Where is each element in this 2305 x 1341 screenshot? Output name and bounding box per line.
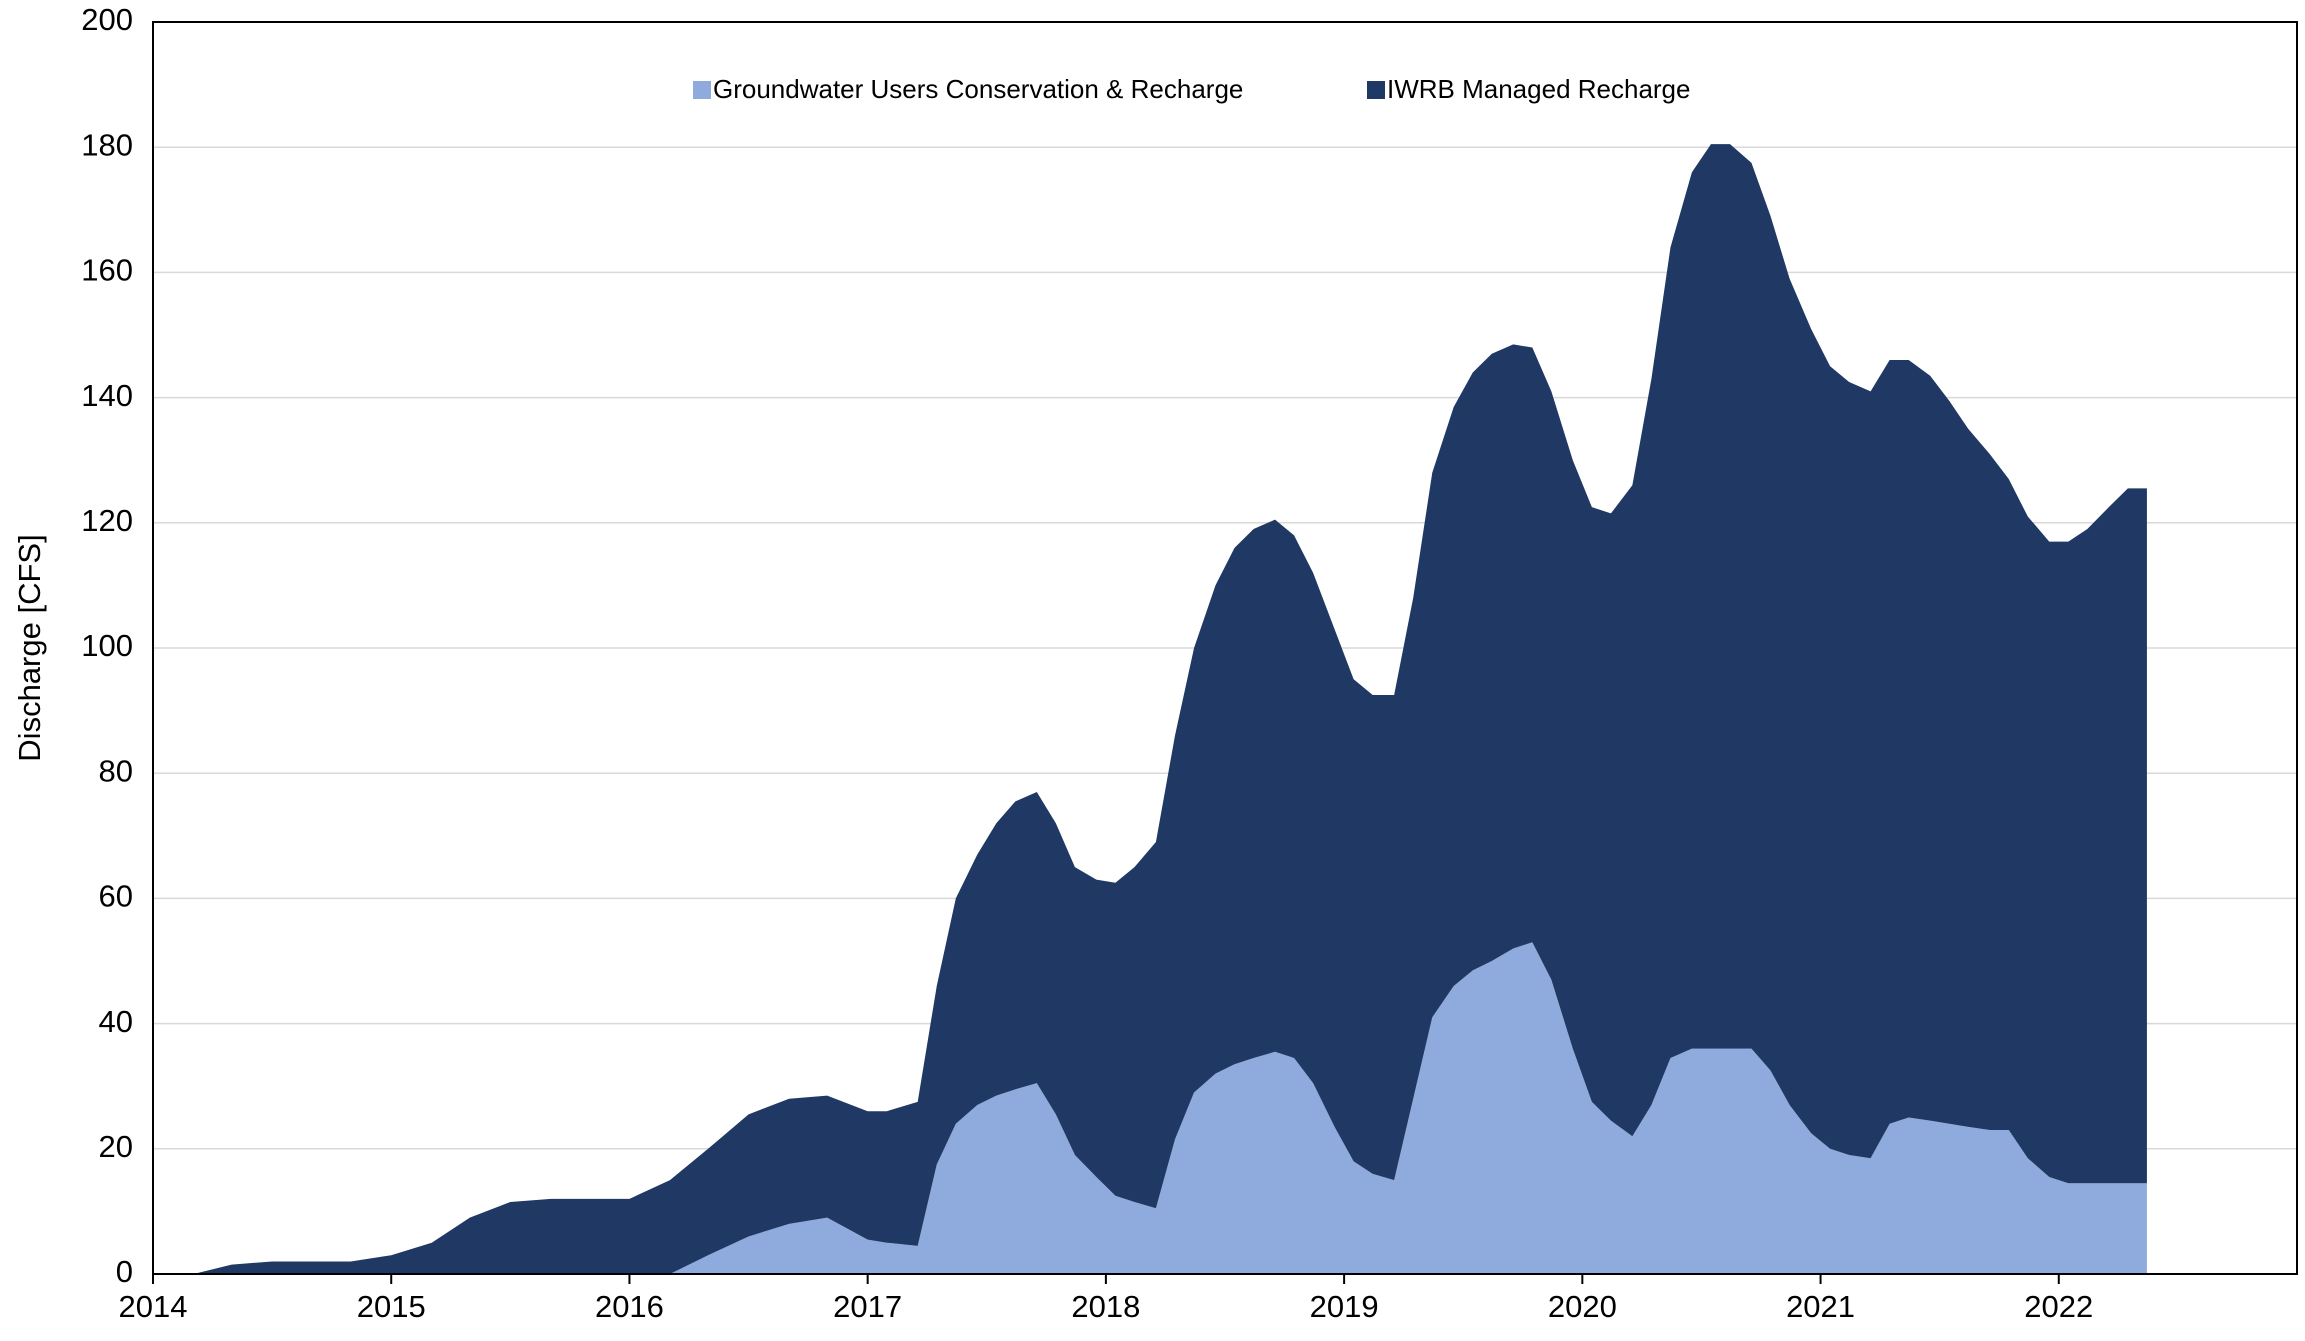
- legend-swatch: [693, 81, 711, 99]
- y-tick-label: 200: [81, 2, 133, 37]
- y-tick-label: 60: [99, 879, 133, 914]
- y-tick-label: 120: [81, 503, 133, 538]
- legend-label: IWRB Managed Recharge: [1387, 74, 1690, 104]
- x-tick-label: 2018: [1071, 1289, 1140, 1324]
- y-tick-label: 0: [116, 1254, 133, 1289]
- area: [193, 942, 2147, 1274]
- y-tick-label: 80: [99, 753, 133, 788]
- y-tick-label: 140: [81, 378, 133, 413]
- area: [193, 144, 2147, 1274]
- x-tick-label: 2019: [1310, 1289, 1379, 1324]
- x-tick-label: 2017: [833, 1289, 902, 1324]
- y-tick-label: 180: [81, 127, 133, 162]
- x-tick-label: 2016: [595, 1289, 664, 1324]
- legend-swatch: [1367, 81, 1385, 99]
- y-axis-label: Discharge [CFS]: [12, 534, 47, 761]
- x-tick-label: 2014: [119, 1289, 188, 1324]
- plot-border: [152, 21, 2298, 1275]
- y-tick-label: 160: [81, 253, 133, 288]
- x-tick-label: 2020: [1548, 1289, 1617, 1324]
- x-tick-label: 2022: [2024, 1289, 2093, 1324]
- y-tick-label: 40: [99, 1004, 133, 1039]
- y-tick-label: 20: [99, 1129, 133, 1164]
- y-tick-label: 100: [81, 628, 133, 663]
- x-tick-label: 2021: [1786, 1289, 1855, 1324]
- legend-label: Groundwater Users Conservation & Recharg…: [713, 74, 1243, 104]
- x-tick-label: 2015: [357, 1289, 426, 1324]
